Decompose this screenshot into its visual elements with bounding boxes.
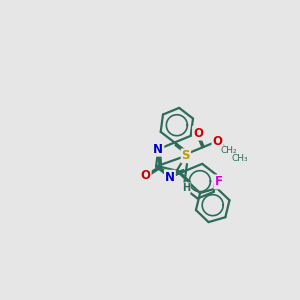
Text: H: H — [182, 183, 190, 193]
Text: S: S — [182, 149, 190, 162]
Text: O: O — [141, 169, 151, 182]
Text: CH₃: CH₃ — [231, 154, 248, 163]
Text: O: O — [193, 127, 203, 140]
Text: O: O — [212, 135, 223, 148]
Text: F: F — [214, 176, 222, 188]
Text: CH₂: CH₂ — [221, 146, 238, 155]
Text: N: N — [165, 171, 175, 184]
Text: N: N — [153, 143, 164, 156]
